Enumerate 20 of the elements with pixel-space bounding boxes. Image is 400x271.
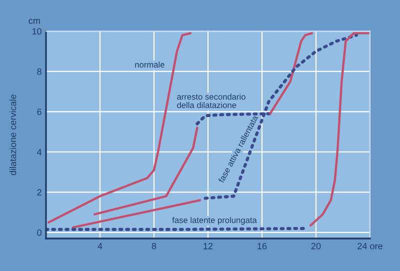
x-tick-label: 24 ore	[358, 242, 382, 250]
x-tick-label: 20	[311, 242, 321, 250]
annotation: normale	[135, 61, 164, 68]
y-tick-label: 2	[37, 189, 42, 196]
annotation: fase latente prolungata	[172, 216, 257, 225]
line-series	[93, 126, 198, 216]
x-tick-label: 16	[258, 242, 267, 250]
line-series	[268, 32, 314, 115]
x-tick-label: 12	[204, 242, 213, 250]
x-tick-label: 4	[98, 242, 102, 250]
y-tick-label: 8	[37, 68, 42, 75]
annotation: arresto secondario della dilatazione	[177, 94, 246, 108]
line-series	[309, 32, 370, 227]
y-tick-label: 10	[32, 28, 42, 35]
y-tick-label: 0	[37, 229, 42, 236]
y-axis-title: dilatazione cervicale	[9, 94, 16, 176]
text: cm	[28, 18, 40, 24]
x-tick-label: 8	[152, 242, 156, 250]
y-tick-label: 6	[37, 108, 42, 116]
y-tick-label: 4	[37, 148, 42, 156]
